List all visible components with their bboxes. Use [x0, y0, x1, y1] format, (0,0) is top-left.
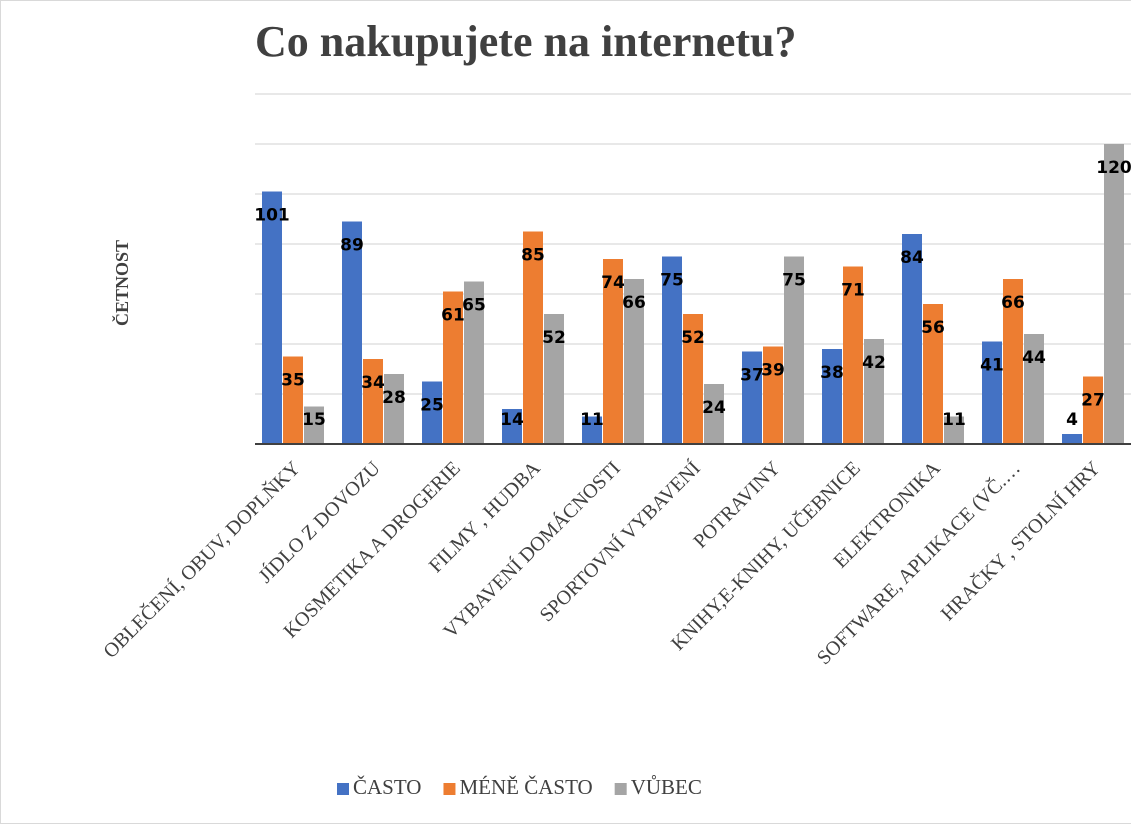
bar [544, 314, 564, 444]
data-label: 15 [302, 410, 326, 430]
data-label: 39 [761, 361, 785, 381]
bar [763, 346, 783, 444]
data-label: 37 [740, 366, 764, 386]
chart-title: Co nakupujete na internetu? [255, 17, 797, 66]
bar [384, 374, 404, 444]
bar [944, 416, 964, 444]
bar [624, 279, 644, 444]
data-label: 38 [820, 363, 844, 383]
data-label: 84 [900, 248, 924, 268]
bar [742, 351, 762, 444]
data-label: 120 [1096, 158, 1131, 178]
bar [582, 416, 602, 444]
legend-swatch [337, 783, 349, 795]
legend-label: MÉNĚ ČASTO [459, 775, 592, 799]
data-label: 35 [281, 371, 305, 391]
data-label: 11 [580, 410, 604, 430]
bar [523, 231, 543, 444]
legend-label: VŮBEC [631, 775, 702, 799]
data-label: 66 [622, 293, 646, 313]
legend-swatch [443, 783, 456, 795]
bar [784, 256, 804, 444]
bar [422, 381, 442, 444]
bar [902, 234, 922, 444]
data-label: 42 [862, 353, 886, 373]
y-axis-label: ČETNOST [111, 240, 132, 326]
data-label: 74 [601, 273, 625, 293]
data-label: 85 [521, 246, 545, 266]
bar [283, 356, 303, 444]
data-label: 52 [542, 328, 566, 348]
bar [1003, 279, 1023, 444]
data-label: 34 [361, 373, 385, 393]
bar [822, 349, 842, 444]
bar [502, 409, 522, 444]
data-label: 75 [660, 271, 684, 291]
bar [704, 384, 724, 444]
bar [662, 256, 682, 444]
data-label: 61 [441, 306, 465, 326]
bar [1062, 434, 1082, 444]
bar [1104, 144, 1124, 444]
bar [363, 359, 383, 444]
data-label: 71 [841, 281, 865, 301]
bar [864, 339, 884, 444]
data-label: 66 [1001, 293, 1025, 313]
bar [342, 221, 362, 444]
data-label: 41 [980, 356, 1004, 376]
data-label: 4 [1066, 410, 1078, 430]
data-label: 25 [420, 396, 444, 416]
bar [464, 281, 484, 444]
data-label: 24 [702, 398, 726, 418]
bar [982, 341, 1002, 444]
data-label: 89 [340, 236, 364, 256]
data-label: 101 [254, 206, 290, 226]
bar [683, 314, 703, 444]
bar [923, 304, 943, 444]
bar [843, 266, 863, 444]
bar [262, 191, 282, 444]
legend-swatch [614, 783, 627, 795]
data-label: 11 [942, 410, 966, 430]
data-label: 14 [500, 410, 524, 430]
data-label: 56 [921, 318, 945, 338]
data-label: 44 [1022, 348, 1046, 368]
bar [304, 406, 324, 444]
data-label: 27 [1081, 391, 1105, 411]
bar [443, 291, 463, 444]
data-label: 75 [782, 271, 806, 291]
data-label: 65 [462, 296, 486, 316]
data-label: 52 [681, 328, 705, 348]
bar [1083, 376, 1103, 444]
bar [603, 259, 623, 444]
legend-label: ČASTO [353, 775, 421, 799]
data-label: 28 [382, 388, 406, 408]
bar [1024, 334, 1044, 444]
